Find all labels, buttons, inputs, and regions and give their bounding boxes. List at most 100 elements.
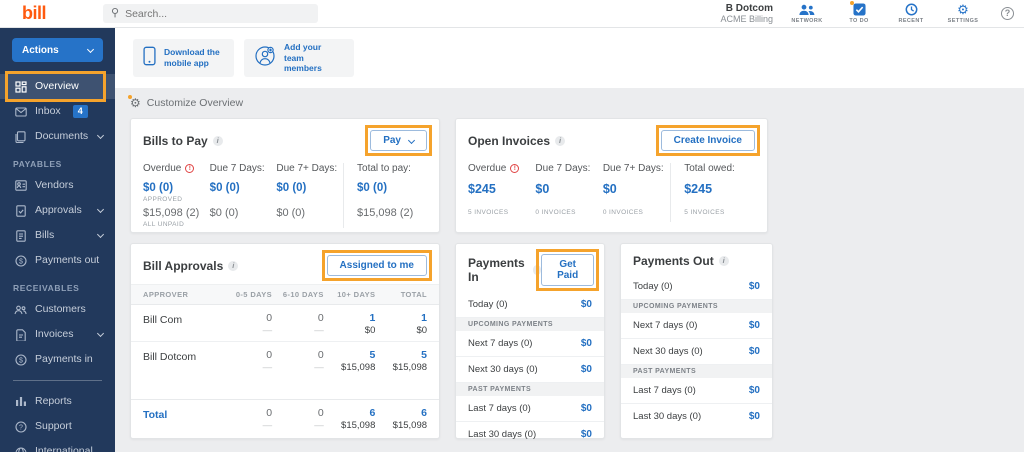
- header-nav-network[interactable]: NETWORK: [787, 3, 827, 24]
- payments-in-last7-row[interactable]: Last 7 days (0) $0: [456, 396, 604, 422]
- open-invoices-card: Open Invoices i Create Invoice Overdue! …: [455, 118, 768, 233]
- sidebar-item-payments-in[interactable]: $ Payments in: [0, 347, 115, 372]
- cell-total-count[interactable]: 1: [421, 312, 428, 324]
- due7plus-amount[interactable]: $0 (0): [276, 182, 307, 194]
- sidebar-item-reports[interactable]: Reports: [0, 389, 115, 414]
- upcoming-payments-band: UPCOMING PAYMENTS: [621, 300, 772, 313]
- table-row[interactable]: Bill Dotcom 0— 0— 5 $15,098 5 $15,098: [131, 342, 439, 378]
- person-plus-icon: [254, 45, 276, 72]
- row-value[interactable]: $0: [580, 403, 592, 414]
- bills-icon: [14, 229, 27, 242]
- sidebar-item-documents[interactable]: Documents: [0, 124, 115, 149]
- total-to-pay-secondary[interactable]: $15,098 (2): [357, 207, 414, 219]
- row-value[interactable]: $0: [748, 385, 760, 396]
- sidebar-item-approvals[interactable]: Approvals: [0, 198, 115, 223]
- row-value[interactable]: $0: [748, 320, 760, 331]
- due7plus-secondary-amount[interactable]: $0 (0): [276, 207, 306, 219]
- overdue-unpaid-amount[interactable]: $15,098 (2): [143, 207, 200, 219]
- total-row-label[interactable]: Total: [143, 409, 168, 421]
- approver-name: Bill Com: [143, 314, 183, 326]
- row-value[interactable]: $0: [580, 429, 592, 440]
- sidebar-item-inbox[interactable]: Inbox 4: [0, 99, 115, 124]
- row-value[interactable]: $0: [580, 299, 592, 310]
- download-mobile-app-button[interactable]: Download the mobile app: [133, 39, 234, 77]
- due7-secondary-amount[interactable]: $0 (0): [209, 207, 239, 219]
- notification-dot: [128, 95, 132, 99]
- sidebar-item-invoices[interactable]: Invoices: [0, 322, 115, 347]
- cell-0-5: 0: [266, 349, 273, 361]
- total-total-amount: $15,098: [392, 420, 428, 431]
- invoices-overdue-amount[interactable]: $245: [468, 182, 496, 196]
- sidebar-item-payments-out[interactable]: $ Payments out: [0, 248, 115, 273]
- sidebar-item-customers[interactable]: Customers: [0, 297, 115, 322]
- customize-overview-button[interactable]: ⚙ Customize Overview: [128, 95, 1024, 110]
- payments-in-last30-row[interactable]: Last 30 days (0) $0: [456, 422, 604, 447]
- total-total-count[interactable]: 6: [421, 407, 428, 419]
- cell-10plus-count[interactable]: 5: [369, 349, 376, 361]
- row-value[interactable]: $0: [748, 346, 760, 357]
- row-value[interactable]: $0: [748, 281, 760, 292]
- payments-out-last30-row[interactable]: Last 30 days (0) $0: [621, 404, 772, 429]
- info-icon[interactable]: i: [532, 265, 542, 275]
- info-icon[interactable]: i: [212, 135, 223, 146]
- invoices-due7-amount[interactable]: $0: [535, 182, 550, 196]
- bill-approvals-card: Bill Approvals i Assigned to me APPROVER…: [130, 243, 440, 439]
- row-value[interactable]: $0: [580, 364, 592, 375]
- header-right: B Dotcom ACME Billing NETWORK TO DO: [720, 1, 1024, 25]
- bill-logo[interactable]: bill: [22, 3, 47, 23]
- info-icon[interactable]: i: [228, 260, 239, 271]
- total-0-5-sub: —: [262, 420, 273, 431]
- sidebar-item-overview[interactable]: Overview: [0, 71, 115, 102]
- payments-out-next30-row[interactable]: Next 30 days (0) $0: [621, 339, 772, 365]
- payments-out-next7-row[interactable]: Next 7 days (0) $0: [621, 313, 772, 339]
- create-invoice-button[interactable]: Create Invoice: [655, 125, 761, 156]
- total-to-pay-amount[interactable]: $0 (0): [357, 182, 388, 194]
- recent-icon: [905, 3, 918, 16]
- header-nav-label: RECENT: [898, 18, 924, 24]
- sidebar-item-label: Documents: [35, 130, 89, 143]
- assigned-to-me-button[interactable]: Assigned to me: [321, 250, 433, 281]
- sidebar-item-vendors[interactable]: Vendors: [0, 173, 115, 198]
- sidebar-item-label: Payments out: [35, 254, 100, 267]
- payments-in-next7-row[interactable]: Next 7 days (0) $0: [456, 331, 604, 357]
- cell-10plus-count[interactable]: 1: [369, 312, 376, 324]
- help-icon[interactable]: ?: [1001, 7, 1014, 20]
- search-input[interactable]: [125, 7, 310, 20]
- add-team-members-button[interactable]: Add your team members: [244, 39, 354, 77]
- user-menu[interactable]: B Dotcom ACME Billing: [720, 3, 773, 25]
- cards-row-2: Bill Approvals i Assigned to me APPROVER…: [130, 243, 1024, 440]
- payments-out-last7-row[interactable]: Last 7 days (0) $0: [621, 378, 772, 404]
- gear-icon: ⚙: [128, 95, 141, 110]
- sidebar-item-support[interactable]: ? Support: [0, 414, 115, 439]
- search-bar[interactable]: ⚲: [103, 4, 318, 23]
- invoices-due7plus-count: 0 INVOICES: [602, 209, 644, 216]
- payments-in-today-row[interactable]: Today (0) $0: [456, 292, 604, 318]
- get-paid-button[interactable]: Get Paid: [536, 249, 599, 291]
- due7-amount[interactable]: $0 (0): [209, 182, 240, 194]
- sidebar-item-international-payments[interactable]: International Payments: [0, 439, 115, 452]
- table-row[interactable]: Bill Com 0— 0— 1 $0 1 $0: [131, 305, 439, 342]
- sidebar-item-label: International Payments: [35, 445, 93, 452]
- header-nav-settings[interactable]: ⚙ SETTINGS: [943, 3, 983, 24]
- header-nav-todo[interactable]: TO DO: [839, 1, 879, 24]
- overdue-approved-amount[interactable]: $0 (0): [143, 182, 174, 194]
- row-label: Last 30 days (0): [633, 411, 702, 422]
- chevron-down-icon: [96, 230, 105, 239]
- invoices-due7plus-amount[interactable]: $0: [602, 182, 617, 196]
- cell-0-5: 0: [266, 312, 273, 324]
- info-icon[interactable]: i: [718, 256, 729, 266]
- payments-in-next30-row[interactable]: Next 30 days (0) $0: [456, 357, 604, 383]
- cell-total-count[interactable]: 5: [421, 349, 428, 361]
- payments-out-today-row[interactable]: Today (0) $0: [621, 274, 772, 300]
- pay-dropdown-button[interactable]: Pay: [365, 125, 432, 156]
- info-icon[interactable]: i: [555, 135, 566, 146]
- total-owed-amount[interactable]: $245: [684, 182, 713, 196]
- actions-dropdown[interactable]: Actions: [12, 38, 103, 62]
- cell-0-5-sub: —: [262, 362, 273, 373]
- sidebar-item-bills[interactable]: Bills: [0, 223, 115, 248]
- header-nav-recent[interactable]: RECENT: [891, 3, 931, 24]
- row-value[interactable]: $0: [748, 411, 760, 422]
- row-value[interactable]: $0: [580, 338, 592, 349]
- total-10plus-count[interactable]: 6: [369, 407, 376, 419]
- invoices-overdue-column: Overdue! $245 5 INVOICES: [468, 163, 535, 222]
